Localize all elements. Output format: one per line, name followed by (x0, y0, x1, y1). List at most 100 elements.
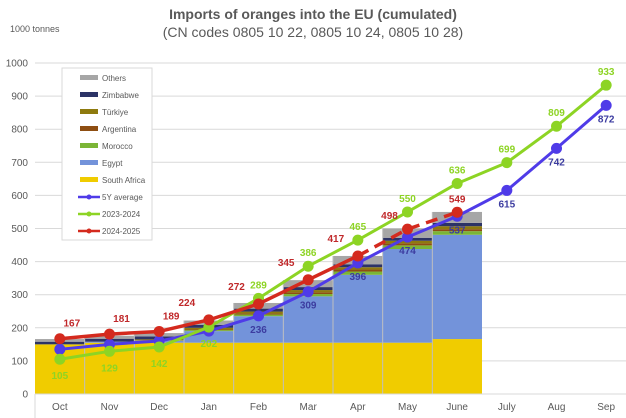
legend-t-rkiye-swatch (80, 109, 98, 114)
bar-segment-egypt (432, 234, 482, 340)
line-2024-2025-marker (153, 325, 165, 337)
data-label: 189 (163, 311, 180, 322)
data-label: 105 (51, 371, 68, 382)
bar-segment-argentina (333, 269, 383, 272)
y-tick-label: 300 (11, 290, 28, 301)
line-2023-2024-marker (451, 177, 463, 189)
bar-segment-egypt (333, 274, 383, 343)
data-label: 537 (449, 225, 466, 236)
bar-segment-argentina (432, 229, 482, 232)
data-label: 933 (598, 67, 615, 78)
legend: Others Zimbabwe Türkiye Argentina Morocco Egy… (61, 67, 153, 241)
bar-segment-morocco (333, 271, 383, 275)
data-labels: 236 309 396 474 537 615 742 872 105 129 142 202 289 3… (51, 67, 614, 382)
line-2024-2025-marker (203, 314, 215, 326)
line-2023-2024-marker (54, 353, 66, 365)
line-5y-average-marker (551, 142, 562, 154)
line-2024-2025-marker (451, 206, 463, 218)
bar-segment-egypt (283, 296, 333, 343)
data-label: 809 (548, 108, 565, 119)
legend-2024-2025-label: 2024-2025 (102, 227, 141, 236)
legend-egypt-swatch (80, 160, 98, 165)
data-label: 872 (598, 114, 615, 125)
data-label: 465 (349, 222, 366, 233)
line-2023-2024 (59, 84, 608, 361)
legend-others-swatch (80, 75, 98, 80)
line-series (54, 79, 612, 365)
data-label: 636 (449, 165, 466, 176)
legend-2024-2025-marker (86, 228, 92, 234)
bar-segment-south-africa (283, 342, 333, 394)
line-2024-2025-marker (54, 333, 66, 345)
line-5y-average-marker (402, 231, 413, 243)
line-2023-2024-marker (551, 120, 562, 132)
data-label: 345 (278, 258, 295, 269)
line-5y-average-marker (54, 343, 66, 355)
data-label: 386 (300, 248, 317, 259)
y-tick-label: 400 (11, 257, 28, 268)
legend-egypt-label: Egypt (102, 159, 123, 168)
bar-segment-argentina (382, 243, 433, 246)
legend-argentina-label: Argentina (102, 125, 137, 134)
x-tick-label: Jan (201, 402, 217, 413)
x-axis-ticks: Oct Nov Dec Jan Feb Mar Apr May June July Aug Sep (34, 394, 615, 418)
x-tick-label: Aug (548, 402, 566, 413)
bar-segment-t-rkiye (432, 226, 482, 230)
data-label: 550 (399, 194, 416, 205)
legend-morocco-swatch (80, 143, 98, 148)
line-2024-2025-marker (352, 250, 364, 262)
data-label: 289 (250, 280, 267, 291)
x-tick-label: Sep (597, 402, 615, 413)
bar-segment-egypt (382, 249, 433, 343)
line-2023-2024-marker (104, 345, 115, 357)
legend-others-label: Others (102, 74, 126, 83)
bar-segment-south-africa (184, 342, 234, 394)
x-tick-label: Nov (101, 402, 119, 413)
data-label: 272 (228, 282, 245, 293)
legend-zimbabwe-swatch (80, 92, 98, 97)
y-tick-label: 200 (11, 323, 28, 334)
data-label: 549 (449, 194, 466, 205)
y-tick-label: 0 (22, 390, 28, 401)
x-tick-label: Dec (150, 402, 168, 413)
legend-morocco-label: Morocco (102, 142, 133, 151)
legend-2023-2024-label: 2023-2024 (102, 210, 141, 219)
data-label: 498 (381, 211, 398, 222)
data-label: 224 (178, 298, 195, 309)
data-label: 129 (101, 363, 118, 374)
line-2023-2024-marker (153, 341, 165, 353)
bar-segment-morocco (382, 245, 433, 250)
y-tick-label: 100 (11, 356, 28, 367)
bar-segment-south-africa (382, 342, 433, 394)
y-tick-label: 500 (11, 224, 28, 235)
y-axis-unit-label: 1000 tonnes (10, 24, 60, 34)
line-2024-2025-marker (402, 223, 413, 235)
line-2024-2025-marker (104, 328, 115, 340)
line-2023-2024-marker (352, 234, 364, 246)
data-label: 615 (498, 199, 515, 210)
bar-segment-south-africa (233, 342, 284, 394)
line-2024-2025-marker (253, 298, 264, 310)
chart-subtitle: (CN codes 0805 10 22, 0805 10 24, 0805 1… (163, 24, 463, 40)
line-5y-average-marker (600, 99, 612, 111)
legend-box (61, 67, 153, 241)
data-label: 142 (151, 359, 168, 370)
line-5y-average-marker (501, 184, 513, 196)
data-label: 474 (399, 246, 416, 257)
legend-zimbabwe-label: Zimbabwe (102, 91, 139, 100)
legend-south-africa-swatch (80, 177, 98, 182)
data-label: 699 (498, 145, 515, 156)
line-5y-average-marker (302, 286, 314, 298)
legend-5y-average-label: 5Y average (102, 193, 143, 202)
x-tick-label: Apr (350, 402, 366, 413)
bar-segment-south-africa (333, 342, 383, 394)
x-tick-label: Oct (52, 402, 68, 413)
legend-5y-average-marker (86, 194, 92, 200)
bar-segment-zimbabwe (432, 222, 482, 227)
data-label: 742 (548, 157, 565, 168)
data-label: 309 (300, 301, 317, 312)
x-tick-label: Feb (250, 402, 268, 413)
legend-2023-2024-marker (86, 211, 92, 217)
y-tick-label: 800 (11, 125, 28, 136)
